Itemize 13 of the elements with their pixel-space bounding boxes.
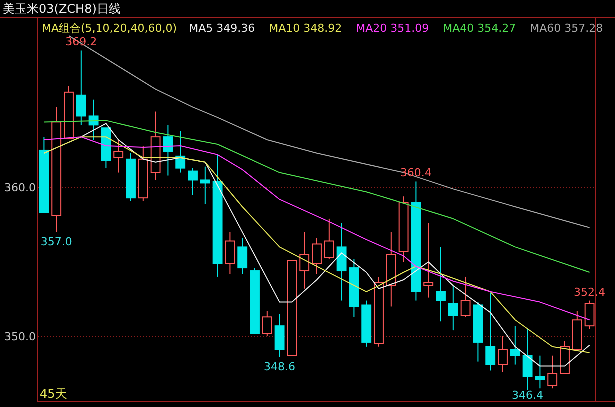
text: MA5 349.36 xyxy=(189,22,256,35)
annotation: 346.4 xyxy=(512,389,544,402)
annotation: 45天 xyxy=(40,387,68,401)
y-tick-label: 350.0 xyxy=(4,330,36,344)
text: MA20 351.09 xyxy=(356,22,430,35)
text: MA40 354.27 xyxy=(443,22,516,35)
y-tick-label: 360.0 xyxy=(4,182,36,195)
annotation: 360.4 xyxy=(400,166,432,180)
legend-title: MA组合(5,10,20,40,60,0) xyxy=(42,22,178,35)
annotation: 348.6 xyxy=(264,360,296,374)
text: MA10 348.92 xyxy=(269,22,342,35)
annotation: 357.0 xyxy=(40,235,72,248)
chart-title: 美玉米03(ZCH8)日线 xyxy=(3,2,121,16)
